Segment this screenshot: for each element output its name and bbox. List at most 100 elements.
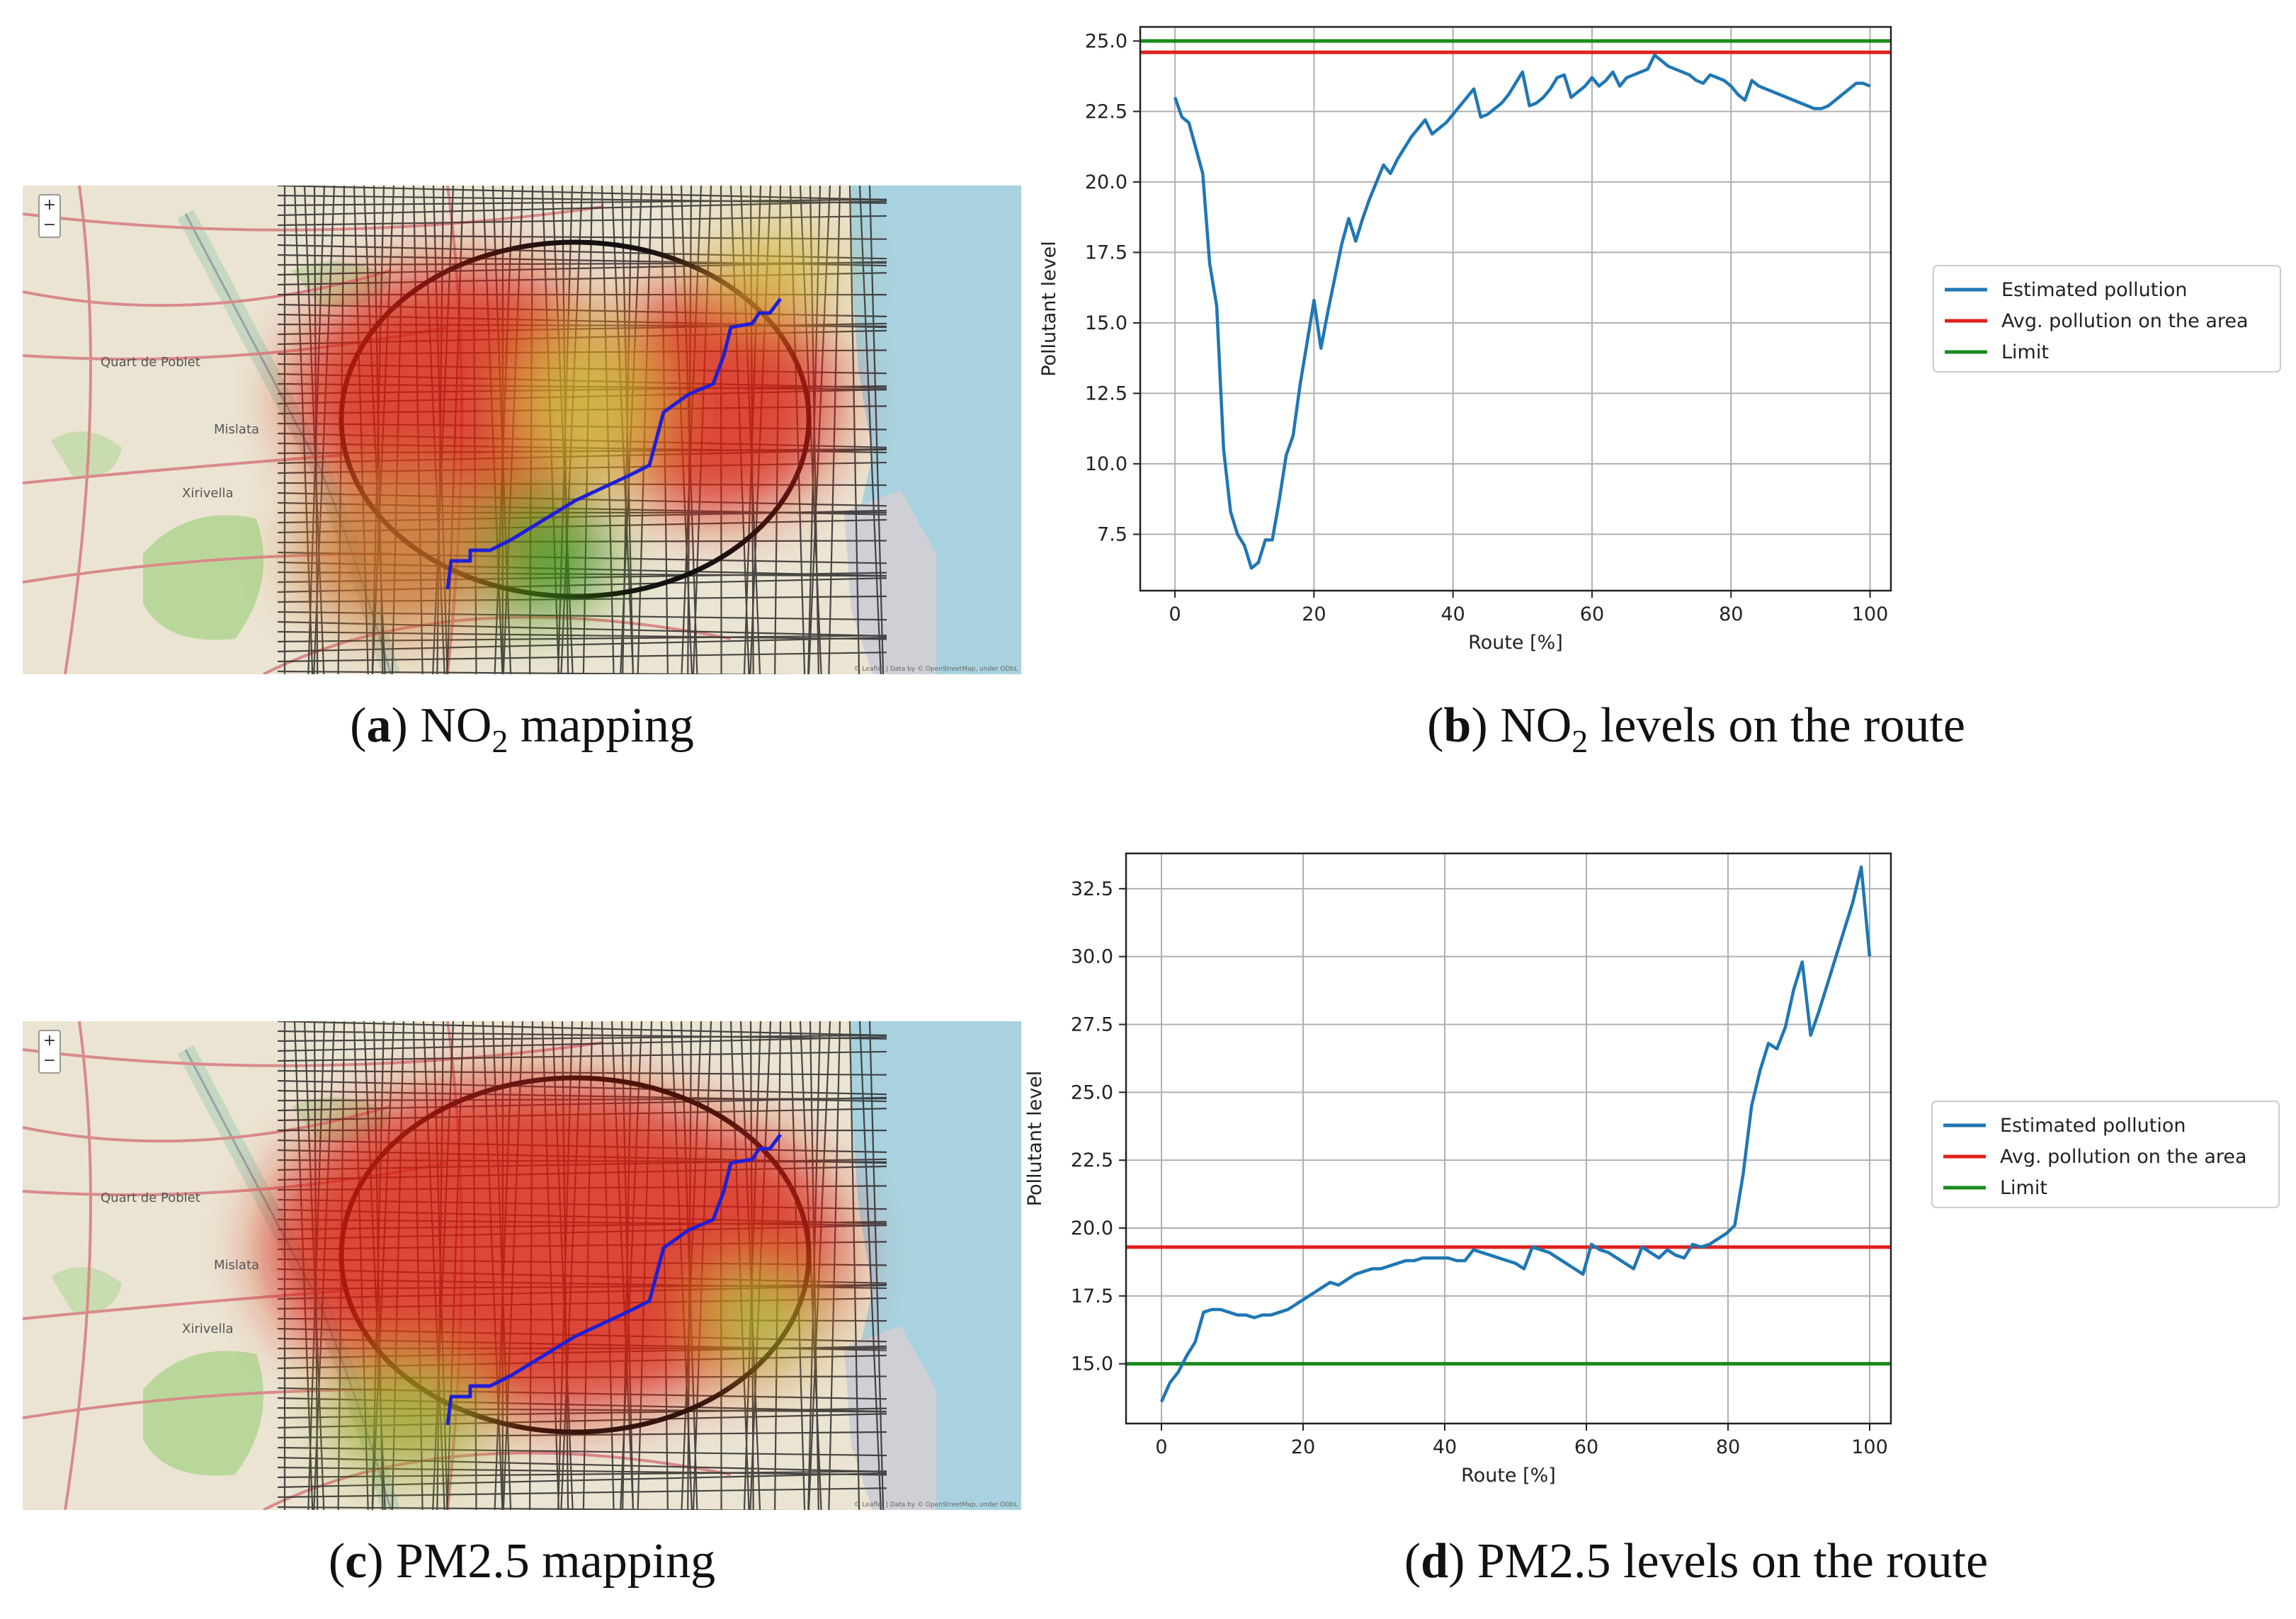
x-tick-label: 0 bbox=[1169, 603, 1181, 625]
map-street bbox=[277, 652, 887, 663]
y-tick-label: 25.0 bbox=[1085, 30, 1127, 52]
estimated-pollution-line bbox=[1173, 53, 1871, 570]
chart-panel-b: 0 20 40 60 80 100 7.5 10.0 12.5 15.0 17.5 20.0 22.5 2… bbox=[1038, 0, 2295, 680]
map-place-label: Quart de Poblet bbox=[101, 355, 200, 370]
map-street bbox=[277, 1472, 887, 1489]
chart-d-svg: 0 20 40 60 80 100 15.0 17.5 20.0 22.5 25.0 27.5 30.0… bbox=[1024, 852, 2280, 1487]
zoom-out-icon[interactable]: − bbox=[42, 216, 57, 234]
map-route-line bbox=[445, 1133, 782, 1426]
map-street bbox=[277, 637, 887, 653]
map-park bbox=[143, 515, 263, 640]
y-tick-label: 12.5 bbox=[1085, 382, 1127, 404]
heat-blob bbox=[299, 476, 497, 632]
map-road bbox=[23, 269, 392, 307]
legend-box bbox=[1931, 1101, 2280, 1208]
caption-a: (a) NO2 mapping bbox=[350, 698, 694, 759]
x-tick-label: 100 bbox=[1851, 1436, 1888, 1458]
y-axis-label: Pollutant level bbox=[1041, 241, 1060, 377]
x-tick-label: 20 bbox=[1291, 1436, 1315, 1458]
caption-b-text-post: levels on the route bbox=[1588, 698, 1965, 753]
map-road bbox=[23, 1041, 604, 1067]
y-tick-label: 22.5 bbox=[1085, 101, 1127, 123]
map-place-label: Mislata bbox=[214, 1258, 259, 1273]
map-route-line bbox=[445, 297, 782, 590]
map-street bbox=[277, 198, 887, 207]
y-tick-label: 27.5 bbox=[1071, 1014, 1113, 1036]
map-street bbox=[277, 194, 887, 204]
map-place-label: Xirivella bbox=[182, 1322, 234, 1336]
heat-blob bbox=[292, 263, 632, 533]
heat-blob bbox=[525, 327, 653, 483]
map-panel-a[interactable]: Quart de Poblet Mislata Xirivella © Leaflet… bbox=[23, 186, 1021, 674]
map-place-label: Mislata bbox=[214, 422, 259, 437]
caption-a-sub: 2 bbox=[491, 723, 508, 759]
map-street bbox=[277, 200, 887, 217]
y-tick-label: 20.0 bbox=[1085, 171, 1127, 193]
map-street bbox=[277, 1069, 887, 1076]
map-street bbox=[277, 670, 795, 674]
caption-d-text: PM2.5 levels on the route bbox=[1477, 1534, 1989, 1589]
map-road bbox=[23, 1105, 392, 1143]
x-axis-label: Route [%] bbox=[1468, 632, 1563, 654]
map-c-zoom-control[interactable]: + − bbox=[38, 1030, 61, 1074]
x-tick-label: 0 bbox=[1155, 1436, 1167, 1458]
map-place-label: Quart de Poblet bbox=[101, 1191, 200, 1205]
caption-a-text: NO bbox=[420, 698, 492, 753]
caption-c: (c) PM2.5 mapping bbox=[328, 1534, 716, 1589]
map-park bbox=[51, 431, 122, 477]
caption-d: (d) PM2.5 levels on the route bbox=[1404, 1534, 1989, 1589]
map-panel-c[interactable]: Quart de Poblet Mislata Xirivella © Leaflet… bbox=[23, 1021, 1021, 1510]
y-tick-label: 17.5 bbox=[1071, 1285, 1113, 1307]
map-street bbox=[277, 215, 887, 227]
heat-blob bbox=[455, 490, 610, 618]
zoom-in-icon[interactable]: + bbox=[42, 196, 57, 214]
caption-b-letter: b bbox=[1443, 698, 1472, 753]
x-tick-label: 80 bbox=[1719, 603, 1743, 625]
map-attribution: © Leaflet | Data by © OpenStreetMap, und… bbox=[854, 1501, 1018, 1509]
legend-entry: Avg. pollution on the area bbox=[2000, 1146, 2247, 1168]
map-place-label: Xirivella bbox=[182, 486, 234, 501]
zoom-out-icon[interactable]: − bbox=[42, 1052, 57, 1069]
map-street bbox=[828, 186, 841, 674]
caption-b-sub: 2 bbox=[1572, 723, 1589, 759]
map-street bbox=[277, 1506, 795, 1510]
axes-frame bbox=[1139, 25, 1892, 592]
caption-d-letter: d bbox=[1421, 1534, 1449, 1589]
zoom-in-icon[interactable]: + bbox=[42, 1032, 57, 1050]
map-street bbox=[277, 1021, 887, 1037]
estimated-pollution-line bbox=[1159, 865, 1872, 1403]
heat-blob bbox=[710, 228, 837, 313]
caption-c-text: PM2.5 mapping bbox=[396, 1534, 716, 1589]
x-tick-label: 100 bbox=[1852, 603, 1889, 625]
legend-entry: Estimated pollution bbox=[2000, 1115, 2186, 1137]
x-tick-label: 60 bbox=[1574, 1436, 1598, 1458]
chart-b-svg: 0 20 40 60 80 100 7.5 10.0 12.5 15.0 17.5 20.0 22.5 2… bbox=[1038, 25, 2281, 654]
y-tick-label: 10.0 bbox=[1085, 453, 1127, 475]
map-road bbox=[64, 186, 92, 674]
x-axis-label: Route [%] bbox=[1461, 1465, 1556, 1487]
heat-blob bbox=[327, 1361, 483, 1475]
legend-entry: Limit bbox=[2000, 1177, 2047, 1199]
y-tick-label: 22.5 bbox=[1071, 1149, 1113, 1171]
map-street bbox=[277, 1050, 887, 1062]
y-tick-label: 15.0 bbox=[1085, 312, 1127, 334]
x-tick-label: 40 bbox=[1433, 1436, 1457, 1458]
map-street bbox=[277, 1034, 887, 1043]
map-road bbox=[23, 453, 349, 484]
map-street bbox=[277, 1036, 887, 1052]
axes-frame bbox=[1125, 852, 1892, 1425]
map-road bbox=[64, 1021, 92, 1510]
y-tick-label: 30.0 bbox=[1071, 946, 1113, 968]
y-tick-label: 17.5 bbox=[1085, 242, 1127, 263]
y-tick-label: 7.5 bbox=[1097, 523, 1127, 545]
legend-box bbox=[1933, 265, 2281, 373]
heat-blob bbox=[710, 1276, 809, 1361]
x-tick-label: 20 bbox=[1302, 603, 1326, 625]
map-attribution: © Leaflet | Data by © OpenStreetMap, und… bbox=[854, 666, 1018, 673]
y-tick-label: 20.0 bbox=[1071, 1217, 1113, 1239]
map-street bbox=[277, 635, 887, 643]
map-port bbox=[844, 1326, 936, 1510]
heat-blob bbox=[596, 278, 837, 518]
map-a-zoom-control[interactable]: + − bbox=[38, 194, 61, 238]
x-tick-label: 80 bbox=[1716, 1436, 1740, 1458]
